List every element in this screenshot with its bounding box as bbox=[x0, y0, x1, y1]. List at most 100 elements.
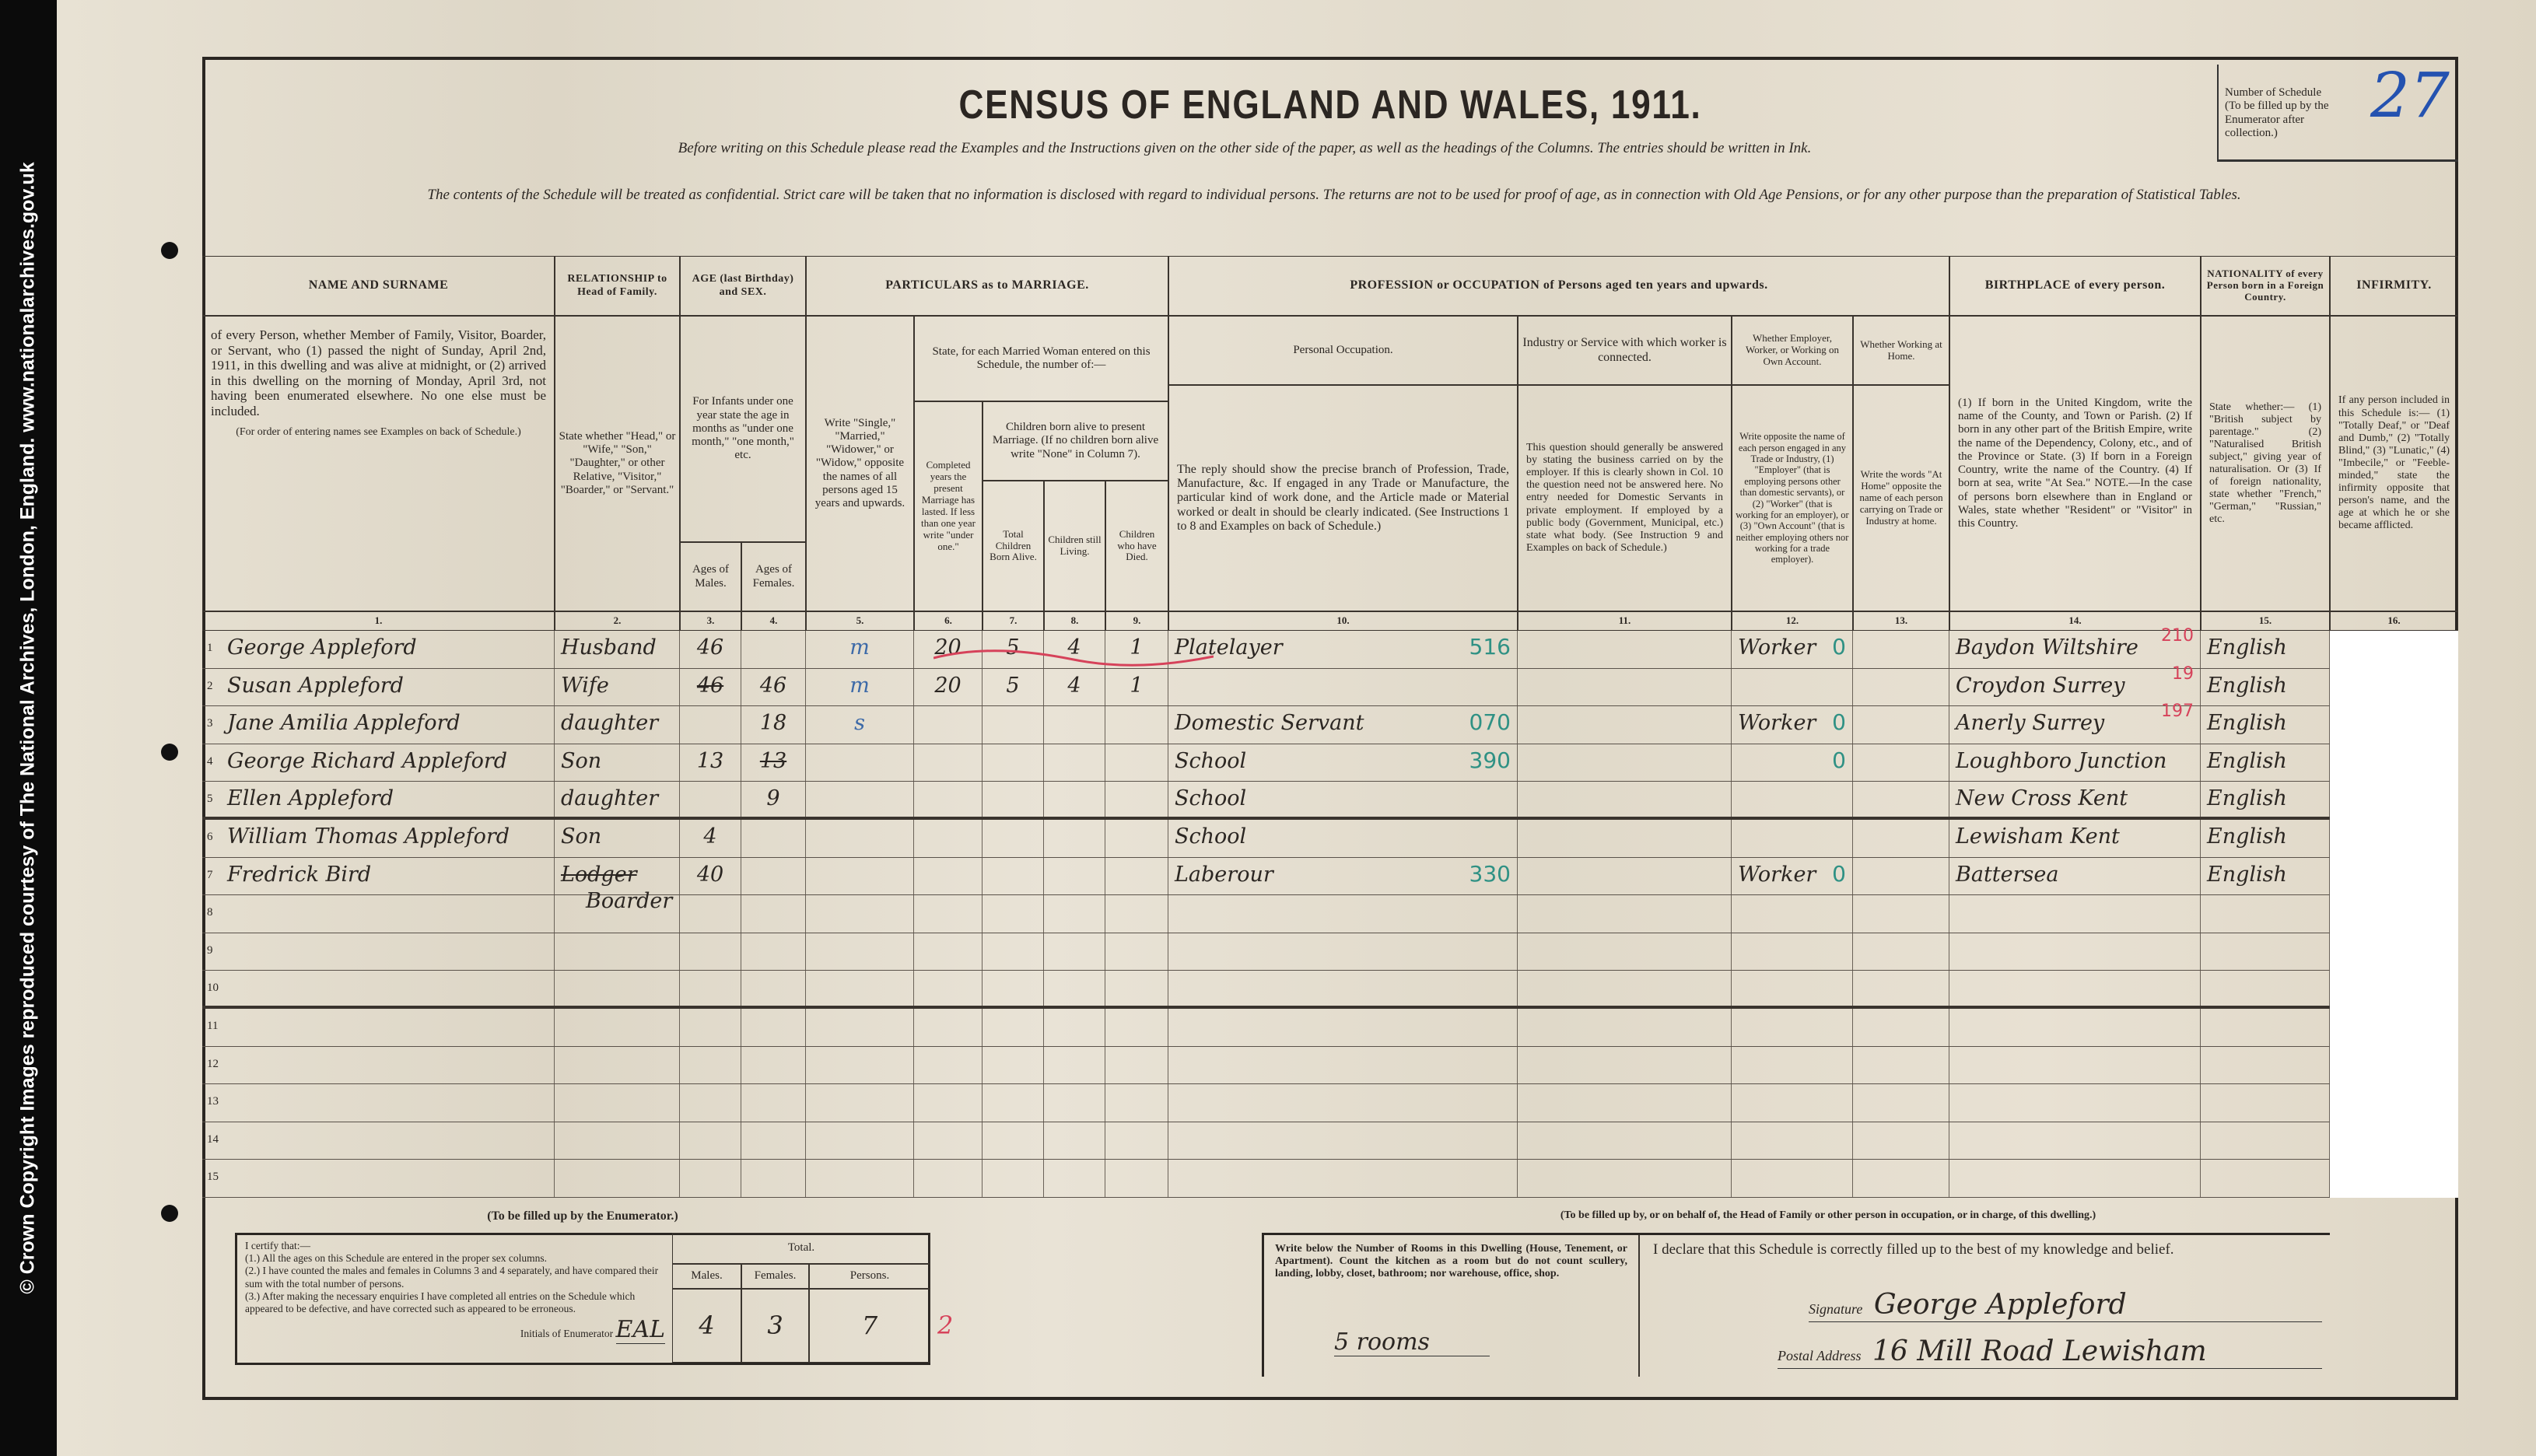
cell-industry bbox=[1518, 744, 1732, 782]
table-row: 12 bbox=[202, 1046, 2458, 1085]
cell-children-living bbox=[1044, 706, 1105, 744]
row-number: 8 bbox=[207, 906, 213, 919]
enumerator-box: I certify that:— (1.) All the ages on th… bbox=[235, 1233, 930, 1365]
cell-nationality bbox=[2201, 933, 2330, 971]
cell-age-female bbox=[741, 895, 806, 933]
cell-industry bbox=[1518, 895, 1732, 933]
cell-nationality bbox=[2201, 1160, 2330, 1197]
cell-children-born bbox=[983, 1046, 1044, 1084]
table-row: 14 bbox=[202, 1122, 2458, 1160]
cell-relationship: daughter bbox=[555, 782, 680, 817]
cell-years-married bbox=[914, 971, 983, 1006]
table-row: 11 bbox=[202, 1009, 2458, 1047]
header-children-total: Total Children Born Alive. bbox=[983, 481, 1044, 611]
cell-age-male: 46 bbox=[680, 668, 741, 706]
cell-birthplace bbox=[1949, 1084, 2201, 1122]
table-row: 6 William Thomas Appleford Son 4 School Lewis… bbox=[202, 820, 2458, 858]
cell-at-home bbox=[1853, 1160, 1949, 1197]
punch-hole bbox=[161, 242, 178, 259]
birthplace-value: Anerly Surrey bbox=[1956, 711, 2105, 736]
cell-relationship bbox=[555, 895, 680, 933]
relationship-value: Boarder bbox=[586, 888, 673, 913]
cell-age-male bbox=[680, 1009, 741, 1046]
children-living-value: 4 bbox=[1067, 635, 1081, 660]
header-infirmity: INFIRMITY. bbox=[2330, 256, 2458, 316]
cell-children-died bbox=[1105, 820, 1168, 857]
header-name-desc: of every Person, whether Member of Famil… bbox=[202, 316, 555, 611]
relationship-value: Son bbox=[561, 748, 602, 773]
cell-years-married bbox=[914, 1160, 983, 1197]
column-number: 15. bbox=[2201, 611, 2330, 631]
cell-age-male bbox=[680, 1122, 741, 1160]
persons-label: Persons. bbox=[809, 1264, 930, 1289]
cell-name bbox=[221, 1122, 555, 1160]
cell-children-died bbox=[1105, 857, 1168, 895]
cell-name: William Thomas Appleford bbox=[221, 820, 555, 857]
cell-condition bbox=[806, 744, 914, 782]
cell-name bbox=[221, 1160, 555, 1197]
cell-occupation bbox=[1168, 1160, 1518, 1197]
children-born-value: 5 bbox=[1006, 673, 1020, 698]
name-order-note: (For order of entering names see Example… bbox=[236, 426, 521, 439]
employment-code: 0 bbox=[1832, 860, 1846, 887]
birthplace-code: 197 bbox=[2161, 702, 2194, 722]
instruction-confidential: The contents of the Schedule will be tre… bbox=[427, 187, 2241, 203]
cell-birthplace bbox=[1949, 1046, 2201, 1084]
cell-at-home bbox=[1853, 631, 1949, 668]
cell-industry bbox=[1518, 933, 1732, 971]
instruction-ink: Before writing on this Schedule please r… bbox=[678, 140, 1812, 156]
header-at-home: Whether Working at Home. bbox=[1853, 316, 1949, 385]
employment-code: 0 bbox=[1832, 747, 1846, 773]
schedule-number-box: Number of Schedule (To be filled up by t… bbox=[2217, 65, 2458, 162]
cell-children-died: 1 bbox=[1105, 631, 1168, 668]
row-number: 15 bbox=[207, 1171, 219, 1184]
cell-relationship: Wife bbox=[555, 668, 680, 706]
census-schedule-paper bbox=[57, 0, 2536, 1456]
employment-value: Worker bbox=[1738, 711, 1816, 736]
cell-name: Fredrick Bird bbox=[221, 857, 555, 895]
birthplace-value: Loughboro Junction bbox=[1956, 748, 2167, 773]
cell-at-home bbox=[1853, 1122, 1949, 1160]
cell-employment: Worker 0 bbox=[1732, 631, 1853, 668]
table-row: 1 George Appleford Husband 46 m 20 5 4 1 Platelay… bbox=[202, 626, 2458, 669]
header-age-males: Ages of Males. bbox=[680, 542, 741, 611]
schedule-number-note: (To be filled up by the Enumerator after… bbox=[2225, 100, 2329, 139]
row-number: 14 bbox=[207, 1132, 219, 1146]
cell-children-died bbox=[1105, 971, 1168, 1006]
cell-employment bbox=[1732, 820, 1853, 857]
table-row: 7 Fredrick Bird Lodger Boarder 40 Laberour 330… bbox=[202, 857, 2458, 913]
header-age: AGE (last Birthday) and SEX. bbox=[680, 256, 806, 316]
name-value: William Thomas Appleford bbox=[227, 824, 510, 849]
column-number: 11. bbox=[1518, 611, 1732, 631]
age-male-value: 40 bbox=[696, 862, 724, 887]
occupation-code: 070 bbox=[1469, 709, 1511, 736]
cell-at-home bbox=[1853, 820, 1949, 857]
column-number: 8. bbox=[1044, 611, 1105, 631]
cell-years-married bbox=[914, 1084, 983, 1122]
rooms-instruction: Write below the Number of Rooms in this … bbox=[1275, 1243, 1627, 1279]
cell-birthplace bbox=[1949, 971, 2201, 1006]
column-number: 12. bbox=[1732, 611, 1853, 631]
cell-years-married bbox=[914, 1009, 983, 1046]
cell-occupation bbox=[1168, 933, 1518, 971]
header-birthplace: BIRTHPLACE of every person. bbox=[1949, 256, 2201, 316]
cell-relationship bbox=[555, 971, 680, 1006]
cell-condition bbox=[806, 1122, 914, 1160]
cell-condition bbox=[806, 895, 914, 933]
cell-age-female: 9 bbox=[741, 782, 806, 817]
name-instructions: of every Person, whether Member of Famil… bbox=[211, 327, 546, 418]
males-label: Males. bbox=[672, 1264, 741, 1289]
certify-label: I certify that:— bbox=[245, 1240, 310, 1251]
cell-children-died bbox=[1105, 782, 1168, 817]
cell-years-married bbox=[914, 706, 983, 744]
cell-years-married bbox=[914, 933, 983, 971]
cell-age-female bbox=[741, 1160, 806, 1197]
cell-name: Susan Appleford bbox=[221, 668, 555, 706]
row-number: 7 bbox=[207, 868, 213, 881]
nationality-value: English bbox=[2207, 748, 2287, 773]
cell-children-living bbox=[1044, 1009, 1105, 1046]
cell-relationship bbox=[555, 933, 680, 971]
cell-age-male bbox=[680, 1046, 741, 1084]
cell-children-born bbox=[983, 895, 1044, 933]
cell-children-died bbox=[1105, 1160, 1168, 1197]
